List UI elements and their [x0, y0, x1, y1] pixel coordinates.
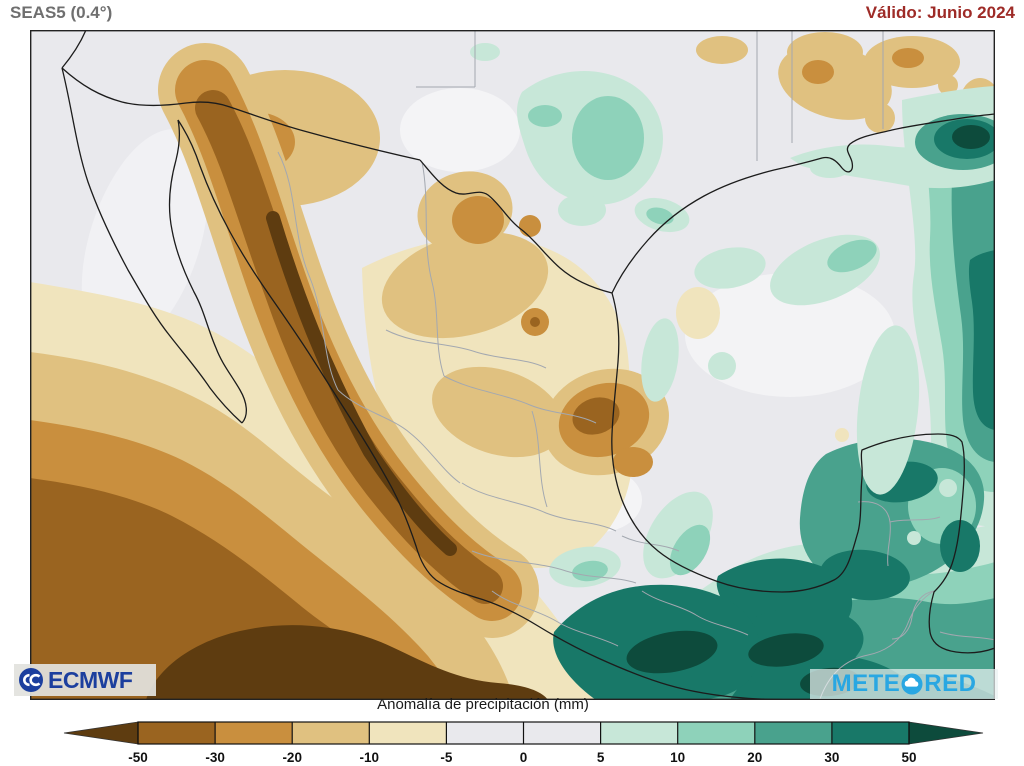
meteored-text-right: RED — [924, 670, 977, 697]
colorbar-tick-label: -20 — [282, 750, 302, 765]
meteored-logo: METE RED — [810, 669, 998, 699]
precipitation-anomaly-map — [30, 30, 995, 700]
colorbar-tick-label: 50 — [901, 750, 916, 765]
colorbar: -50 -30 -20 -10 -5 0 5 10 20 30 50 — [63, 721, 984, 765]
colorbar-tick-label: -30 — [205, 750, 225, 765]
map-container — [30, 30, 995, 700]
colorbar-tick-label: -5 — [440, 750, 452, 765]
meteored-o-icon — [901, 673, 923, 695]
colorbar-title: Anomalía de precipitación (mm) — [377, 696, 589, 713]
colorbar-tick-label: 5 — [597, 750, 605, 765]
coastlines — [61, 30, 995, 700]
valid-label: Válido: Junio 2024 — [865, 3, 1015, 22]
colorbar-tick-label: -50 — [128, 750, 148, 765]
map-frame — [30, 30, 995, 700]
ecmwf-wordmark: ECMWF — [48, 666, 133, 693]
model-label: SEAS5 (0.4°) — [10, 3, 113, 22]
ecmwf-logo: ECMWF — [14, 664, 156, 696]
colorbar-tick-label: -10 — [360, 750, 380, 765]
colorbar-tick-label: 0 — [520, 750, 528, 765]
colorbar-tick-label: 30 — [824, 750, 839, 765]
ecmwf-emblem-icon — [19, 668, 43, 692]
state-borders — [277, 30, 995, 700]
colorbar-tick-label: 20 — [747, 750, 762, 765]
meteored-text-left: METE — [831, 670, 901, 697]
colorbar-tick-label: 10 — [670, 750, 685, 765]
